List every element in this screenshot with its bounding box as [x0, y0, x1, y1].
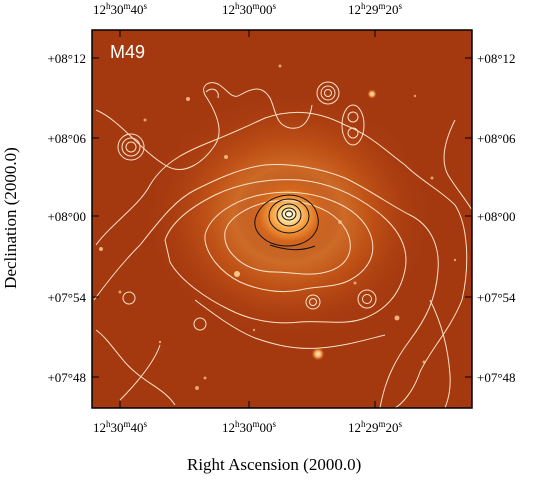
y-tick-right-5: +07°48 — [477, 370, 516, 385]
x-tick-labels-top: 12h30m40s 12h30m00s 12h29m20s — [93, 1, 403, 17]
x-tick-bottom-3: 12h29m20s — [348, 419, 403, 435]
object-label: M49 — [110, 42, 145, 62]
x-tick-top-2: 12h30m00s — [222, 1, 277, 17]
y-tick-right-1: +08°12 — [477, 51, 516, 66]
x-tick-top-3: 12h29m20s — [348, 1, 403, 17]
tick-marks — [92, 30, 472, 408]
y-tick-left-3: +08°00 — [47, 209, 86, 224]
image-frame — [91, 29, 473, 409]
contours-inner — [254, 194, 319, 251]
x-tick-bottom-2: 12h30m00s — [222, 419, 277, 435]
y-tick-left-2: +08°06 — [47, 131, 86, 146]
y-axis-title: Declination (2000.0) — [1, 147, 20, 289]
x-tick-bottom-1: 12h30m40s — [93, 419, 148, 435]
y-tick-labels-right: +08°12 +08°06 +08°00 +07°54 +07°48 — [477, 51, 516, 385]
y-tick-left-1: +08°12 — [47, 51, 86, 66]
y-tick-right-4: +07°54 — [477, 290, 516, 305]
y-tick-labels-left: +08°12 +08°06 +08°00 +07°54 +07°48 — [47, 51, 86, 385]
contours-outer — [93, 81, 473, 409]
y-tick-left-4: +07°54 — [47, 290, 86, 305]
y-tick-right-3: +08°00 — [477, 209, 516, 224]
x-axis-title: Right Ascension (2000.0) — [187, 455, 362, 474]
y-tick-left-5: +07°48 — [47, 370, 86, 385]
y-tick-right-2: +08°06 — [477, 131, 516, 146]
x-tick-top-1: 12h30m40s — [93, 1, 148, 17]
x-tick-labels-bottom: 12h30m40s 12h30m00s 12h29m20s — [93, 419, 403, 435]
galaxy-core — [234, 167, 344, 263]
